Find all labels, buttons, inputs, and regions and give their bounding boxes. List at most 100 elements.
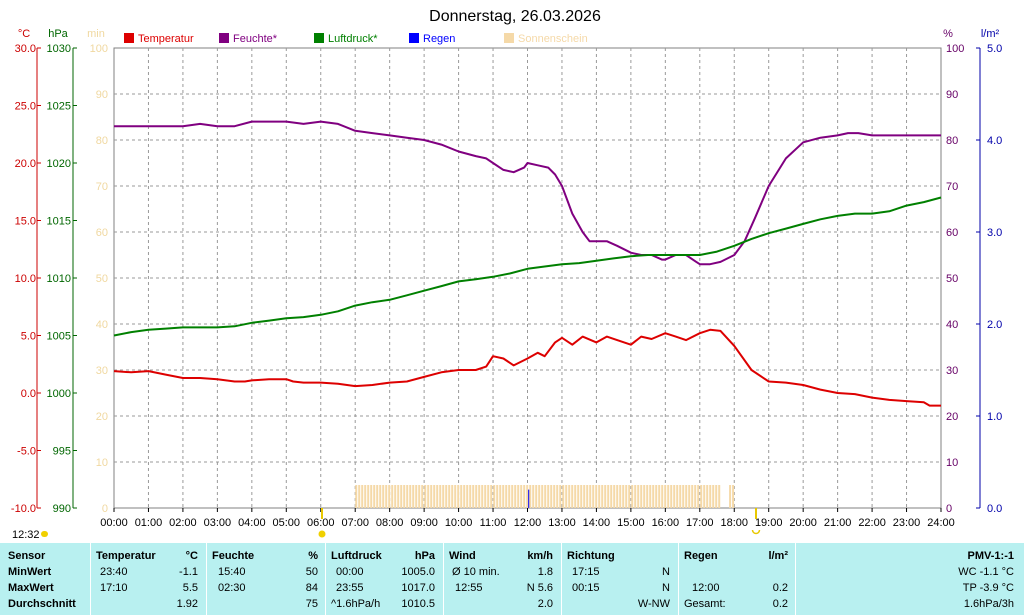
sunshine-tick-label: 60 bbox=[96, 227, 108, 239]
sunshine-bar bbox=[364, 485, 367, 508]
header-pressure: Luftdruck bbox=[331, 550, 382, 562]
avg-wind: 2.0 bbox=[537, 598, 553, 610]
sunshine-bar bbox=[580, 485, 583, 508]
x-tick-label: 15:00 bbox=[617, 517, 645, 529]
max-hum: 84 bbox=[305, 582, 318, 594]
sunshine-bar bbox=[499, 485, 502, 508]
sunshine-bar bbox=[376, 485, 379, 508]
sunshine-tick-label: 90 bbox=[96, 89, 108, 101]
x-tick-label: 02:00 bbox=[169, 517, 197, 529]
humidity-tick-label: 10 bbox=[946, 457, 958, 469]
sunshine-bar bbox=[409, 485, 412, 508]
sunshine-bar bbox=[382, 485, 385, 508]
sunshine-bar bbox=[586, 485, 589, 508]
sunshine-bar bbox=[625, 485, 628, 508]
pressure-tick-label: 995 bbox=[53, 446, 71, 458]
rain-total: 0.2 bbox=[772, 598, 788, 610]
sunshine-bar bbox=[430, 485, 433, 508]
weather-chart: Donnerstag, 26.03.2026 °C hPa min % l/m²… bbox=[10, 8, 1003, 541]
header-wind-unit: km/h bbox=[527, 550, 553, 562]
press-trend: ^1.6hPa/h bbox=[331, 598, 381, 610]
sunshine-bar bbox=[358, 485, 361, 508]
max-temp-time: 17:10 bbox=[100, 582, 128, 594]
stats-panel: Sensor Temperatur °C Feuchte % Luftdruck… bbox=[0, 543, 1024, 615]
sunshine-bar bbox=[670, 485, 673, 508]
x-tick-label: 08:00 bbox=[376, 517, 404, 529]
header-pressure-unit: hPa bbox=[414, 550, 435, 562]
sunshine-bar bbox=[484, 485, 487, 508]
x-tick-label: 07:00 bbox=[341, 517, 369, 529]
column-divider bbox=[678, 543, 679, 615]
legend-swatch bbox=[219, 33, 229, 43]
sunshine-bar bbox=[481, 485, 484, 508]
row-label-max: MaxWert bbox=[8, 582, 54, 594]
sunrise-icon bbox=[318, 530, 326, 538]
temperature-tick-label: 15.0 bbox=[15, 216, 36, 228]
sunshine-bar bbox=[547, 485, 550, 508]
humidity-tick-label: 80 bbox=[946, 135, 958, 147]
column-divider bbox=[206, 543, 207, 615]
rain-total-label: Gesamt: bbox=[684, 598, 726, 610]
min-dir: N bbox=[662, 566, 670, 578]
sunshine-bar bbox=[568, 485, 571, 508]
humidity-axis-title: % bbox=[943, 28, 953, 40]
series-line-temperatur bbox=[113, 328, 941, 407]
sunshine-bar bbox=[691, 485, 694, 508]
sunshine-bar bbox=[619, 485, 622, 508]
sunshine-bar bbox=[664, 485, 667, 508]
temperature-tick-label: -5.0 bbox=[17, 446, 36, 458]
sunshine-bar bbox=[577, 485, 580, 508]
min-temp: -1.1 bbox=[179, 566, 198, 578]
sunshine-bar bbox=[436, 485, 439, 508]
humidity-tick-label: 40 bbox=[946, 319, 958, 331]
sunshine-bar bbox=[565, 485, 568, 508]
sunshine-bar bbox=[403, 485, 406, 508]
pressure-axis-title: hPa bbox=[48, 28, 68, 40]
sunshine-bar bbox=[574, 485, 577, 508]
sunshine-bar bbox=[529, 485, 532, 508]
chart-title: Donnerstag, 26.03.2026 bbox=[429, 8, 601, 25]
sunshine-bar bbox=[451, 485, 454, 508]
humidity-tick-label: 70 bbox=[946, 181, 958, 193]
rain-tick-label: 1.0 bbox=[987, 411, 1002, 423]
x-tick-label: 17:00 bbox=[686, 517, 714, 529]
avg-hum: 75 bbox=[305, 598, 318, 610]
sunshine-bar bbox=[490, 485, 493, 508]
chart-grid bbox=[113, 47, 942, 509]
sunshine-bar bbox=[646, 485, 649, 508]
header-rain-unit: l/m² bbox=[768, 550, 788, 562]
pressure-tick-label: 1030 bbox=[47, 43, 71, 55]
sunshine-bar bbox=[379, 485, 382, 508]
x-tick-label: 11:00 bbox=[480, 517, 507, 529]
sunshine-bar bbox=[418, 485, 421, 508]
sunshine-bar bbox=[532, 485, 535, 508]
max-rain-time: 12:00 bbox=[692, 582, 720, 594]
sunshine-bar bbox=[394, 485, 397, 508]
header-direction: Richtung bbox=[567, 550, 615, 562]
column-divider bbox=[443, 543, 444, 615]
sunshine-bar bbox=[424, 485, 427, 508]
legend-swatch bbox=[314, 33, 324, 43]
sunshine-bar bbox=[703, 485, 706, 508]
x-tick-label: 24:00 bbox=[927, 517, 955, 529]
sunshine-tick-label: 20 bbox=[96, 411, 108, 423]
sunshine-bar bbox=[496, 485, 499, 508]
sunshine-bar bbox=[715, 485, 718, 508]
wind-average-label: Ø 10 min. bbox=[452, 566, 500, 578]
sunshine-bar bbox=[652, 485, 655, 508]
sunshine-bar bbox=[514, 485, 517, 508]
sunshine-bar bbox=[361, 485, 364, 508]
sunshine-bar bbox=[685, 485, 688, 508]
wind-gust-time: 12:55 bbox=[455, 582, 483, 594]
sunshine-bar bbox=[385, 485, 388, 508]
temperature-tick-label: -10.0 bbox=[11, 503, 36, 515]
sunshine-bar bbox=[595, 485, 598, 508]
pressure-tick-label: 1015 bbox=[47, 216, 71, 228]
avg-press: 1010.5 bbox=[401, 598, 435, 610]
sunshine-tick-label: 0 bbox=[102, 503, 108, 515]
legend-label: Regen bbox=[423, 33, 455, 45]
sunshine-bar bbox=[598, 485, 601, 508]
column-divider bbox=[325, 543, 326, 615]
sunshine-bar bbox=[433, 485, 436, 508]
sunshine-bar bbox=[589, 485, 592, 508]
